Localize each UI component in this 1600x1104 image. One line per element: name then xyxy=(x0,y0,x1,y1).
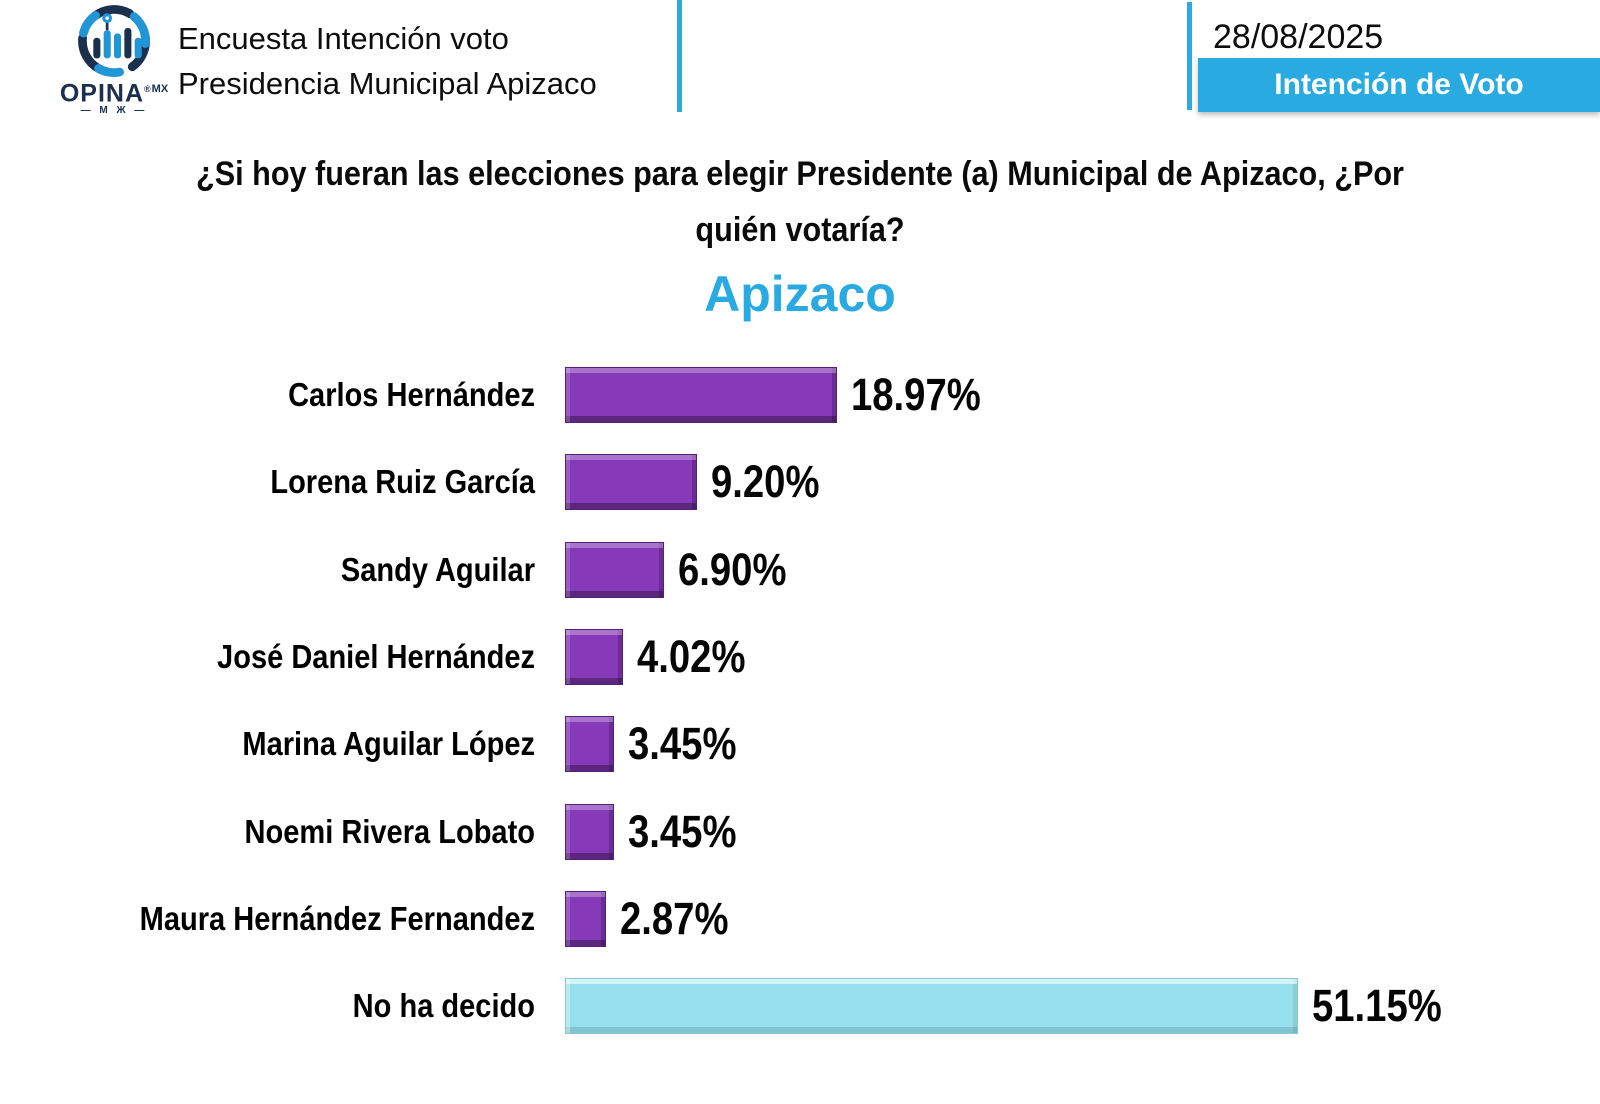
chart-row: José Daniel Hernández 4.02% xyxy=(0,629,1600,685)
chart-row: Carlos Hernández 18.97% xyxy=(0,367,1600,423)
report-title-line1: Encuesta Intención voto xyxy=(178,21,509,56)
candidate-label: Carlos Hernández xyxy=(288,376,535,413)
candidate-bar xyxy=(565,367,837,423)
candidate-label: Lorena Ruiz García xyxy=(270,463,535,500)
registered-mark: ® xyxy=(144,84,152,94)
survey-question-line2: quién votaría? xyxy=(695,211,905,249)
chart-row: Maura Hernández Fernandez 2.87% xyxy=(0,891,1600,947)
brand-suffix: MX xyxy=(151,83,169,95)
candidate-label: Marina Aguilar López xyxy=(242,725,535,762)
candidate-bar xyxy=(565,804,614,860)
candidate-bar xyxy=(565,542,664,598)
candidate-label: Sandy Aguilar xyxy=(340,551,535,588)
candidate-label: Noemi Rivera Lobato xyxy=(244,813,536,850)
chart-row: Marina Aguilar López 3.45% xyxy=(0,716,1600,772)
bar-value-label: 2.87% xyxy=(620,893,729,944)
report-title: Encuesta Intención voto Presidencia Muni… xyxy=(178,16,597,106)
chart-row: Sandy Aguilar 6.90% xyxy=(0,542,1600,598)
bar-value-label: 4.02% xyxy=(637,631,746,682)
header-divider-right xyxy=(1187,2,1192,110)
opina-logo: OPINA®MX — М Ж — xyxy=(52,4,176,120)
undecided-bar xyxy=(565,978,1298,1034)
brand-name: OPINA®MX xyxy=(59,79,169,108)
candidate-label: No ha decido xyxy=(352,987,535,1024)
survey-date: 28/08/2025 xyxy=(1213,18,1384,56)
candidate-label: José Daniel Hernández xyxy=(217,638,535,675)
bar-value-label: 18.97% xyxy=(851,369,981,420)
bar-value-label: 6.90% xyxy=(678,544,787,595)
chart-row: No ha decido 51.15% xyxy=(0,978,1600,1034)
bar-value-label: 51.15% xyxy=(1312,980,1442,1031)
bar-value-label: 3.45% xyxy=(628,718,737,769)
candidate-label: Maura Hernández Fernandez xyxy=(139,900,535,937)
chart-row: Lorena Ruiz García 9.20% xyxy=(0,454,1600,510)
chart-title: Apizaco xyxy=(704,266,896,322)
candidate-bar xyxy=(565,629,623,685)
survey-question-line1: ¿Si hoy fueran las elecciones para elegi… xyxy=(196,155,1404,193)
candidate-bar xyxy=(565,716,614,772)
survey-question: ¿Si hoy fueran las elecciones para elegi… xyxy=(0,146,1600,258)
section-badge: Intención de Voto xyxy=(1198,58,1600,112)
bar-value-label: 3.45% xyxy=(628,806,737,857)
candidate-bar xyxy=(565,891,606,947)
chart-row: Noemi Rivera Lobato 3.45% xyxy=(0,804,1600,860)
opina-logo-icon xyxy=(78,5,150,77)
header-divider-left xyxy=(677,0,682,112)
brand-subtext: — М Ж — xyxy=(80,105,148,117)
candidate-bar xyxy=(565,454,697,510)
report-title-line2: Presidencia Municipal Apizaco xyxy=(178,66,597,101)
bar-value-label: 9.20% xyxy=(711,456,820,507)
